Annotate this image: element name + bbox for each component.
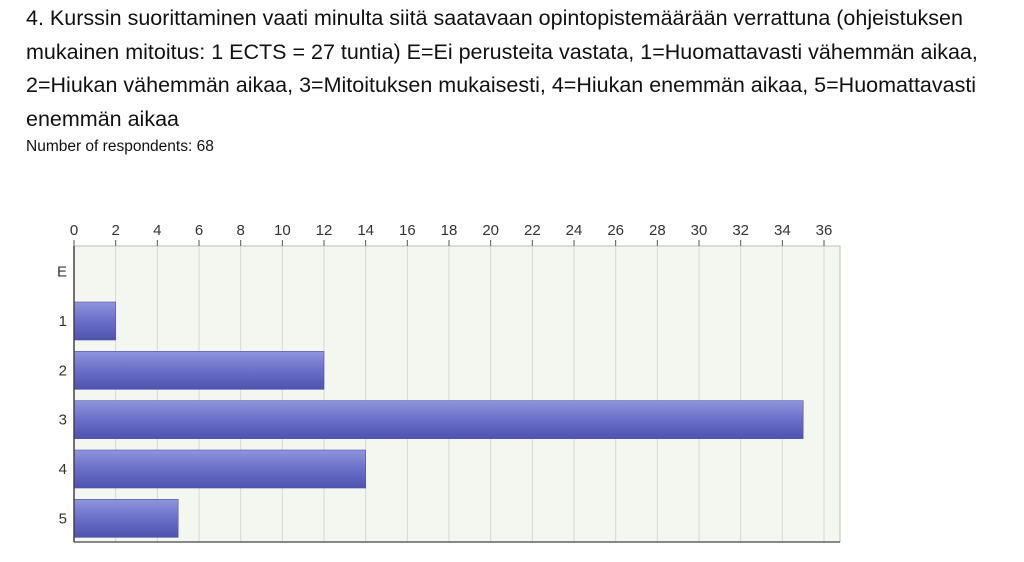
x-tick-label: 24	[566, 222, 583, 239]
x-tick-label: 32	[732, 222, 749, 239]
x-tick-label: 12	[316, 222, 333, 239]
x-tick-label: 10	[274, 222, 291, 239]
question-title: 4. Kurssin suorittaminen vaati minulta s…	[26, 6, 978, 131]
x-tick-label: 0	[70, 222, 78, 239]
x-tick-label: 18	[441, 222, 458, 239]
plot-area	[73, 245, 841, 543]
y-category-label: 5	[59, 510, 67, 527]
y-axis-labels: E 1 2 3 4 5	[57, 264, 67, 528]
y-category-label: 1	[59, 313, 67, 330]
bar-5	[73, 499, 179, 538]
y-category-label: 3	[59, 412, 67, 429]
x-tick-label: 20	[482, 222, 499, 239]
x-tick-label: 34	[774, 222, 791, 239]
respondent-count: Number of respondents: 68	[26, 138, 214, 155]
bar-1	[73, 301, 116, 341]
bars	[73, 301, 804, 538]
x-tick-label: 36	[816, 222, 833, 239]
x-tick-label: 16	[399, 222, 416, 239]
x-axis-ticks: 0 2 4 6 8 10 12 14 16 18 20 22 24 26 28 30 32 34 36	[70, 222, 833, 246]
bar-2	[73, 351, 325, 390]
y-category-label: 2	[59, 362, 67, 379]
x-tick-label: 30	[691, 222, 708, 239]
x-tick-label: 2	[111, 222, 119, 239]
bar-3	[73, 400, 804, 439]
x-tick-label: 28	[649, 222, 666, 239]
y-category-label: 4	[59, 461, 67, 478]
y-category-label: E	[57, 264, 67, 281]
x-tick-label: 14	[357, 222, 374, 239]
x-tick-label: 26	[607, 222, 624, 239]
bar-4	[73, 449, 366, 489]
grid-lines	[115, 246, 825, 542]
x-tick-label: 8	[236, 222, 244, 239]
x-tick-label: 6	[195, 222, 203, 239]
x-tick-label: 4	[153, 222, 161, 239]
x-tick-label: 22	[524, 222, 541, 239]
